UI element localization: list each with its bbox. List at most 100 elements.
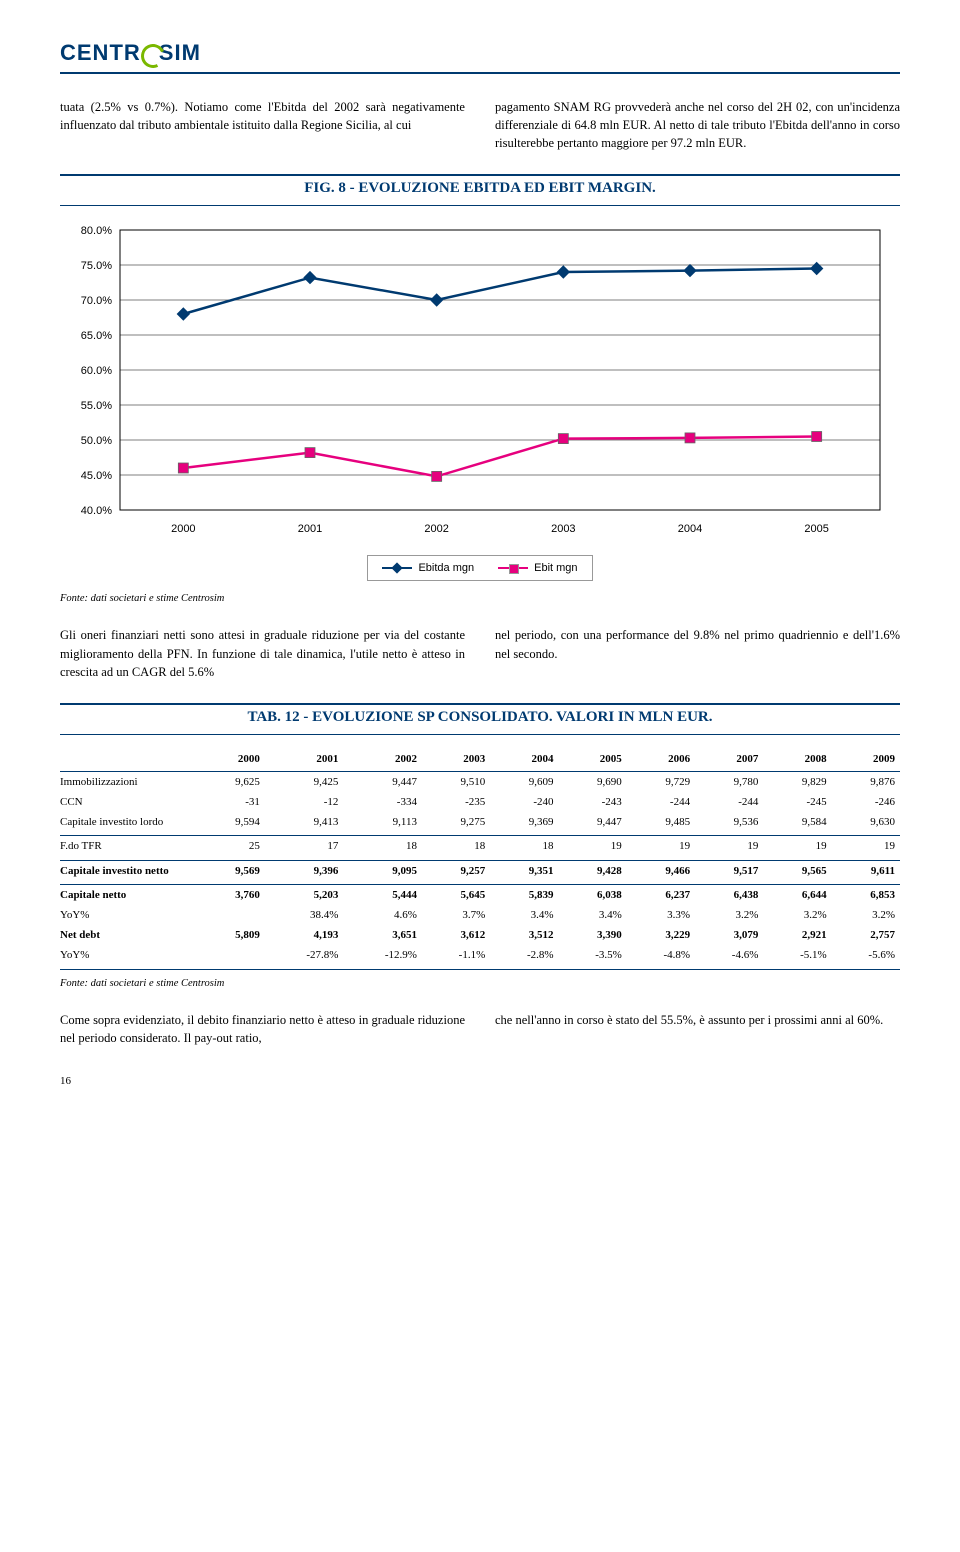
cell: -12.9%: [343, 945, 422, 965]
svg-text:70.0%: 70.0%: [81, 295, 112, 307]
svg-text:55.0%: 55.0%: [81, 400, 112, 412]
svg-text:40.0%: 40.0%: [81, 505, 112, 517]
cell: -4.8%: [627, 945, 695, 965]
svg-text:2005: 2005: [804, 523, 828, 535]
square-icon: [498, 567, 528, 569]
cell: -31: [200, 792, 265, 812]
cell: -243: [559, 792, 627, 812]
logo-dot-icon: [141, 44, 159, 62]
cell: 19: [832, 836, 900, 857]
row-label: YoY%: [60, 905, 200, 925]
fig8-rule-bottom: [60, 205, 900, 206]
cell: 4,193: [265, 925, 344, 945]
cell: 5,203: [265, 885, 344, 906]
cell: 9,569: [200, 860, 265, 881]
para-mid-right: nel periodo, con una performance del 9.8…: [495, 626, 900, 680]
cell: [200, 905, 265, 925]
cell: 9,396: [265, 860, 344, 881]
cell: 9,876: [832, 771, 900, 792]
cell: 9,829: [763, 771, 831, 792]
cell: -5.6%: [832, 945, 900, 965]
cell: 3,612: [422, 925, 490, 945]
svg-text:2001: 2001: [298, 523, 322, 535]
cell: 5,645: [422, 885, 490, 906]
svg-text:60.0%: 60.0%: [81, 365, 112, 377]
cell: 3,390: [559, 925, 627, 945]
cell: -1.1%: [422, 945, 490, 965]
cell: 5,809: [200, 925, 265, 945]
svg-text:2002: 2002: [424, 523, 448, 535]
cell: 9,425: [265, 771, 344, 792]
svg-text:2000: 2000: [171, 523, 195, 535]
row-label: Capitale investito netto: [60, 860, 200, 881]
chart-legend: Ebitda mgn Ebit mgn: [367, 555, 592, 581]
cell: 2006: [627, 749, 695, 772]
cell: -244: [695, 792, 763, 812]
para-bottom-left: Come sopra evidenziato, il debito finanz…: [60, 1011, 465, 1047]
cell: 2008: [763, 749, 831, 772]
logo: CENTRSIM: [60, 40, 900, 66]
page-number: 16: [60, 1075, 900, 1087]
svg-text:2004: 2004: [678, 523, 702, 535]
cell: 19: [695, 836, 763, 857]
fig8-title: FIG. 8 - EVOLUZIONE EBITDA ED EBIT MARGI…: [60, 180, 900, 197]
cell: 18: [490, 836, 558, 857]
cell: 25: [200, 836, 265, 857]
top-rule: [60, 72, 900, 74]
cell: -2.8%: [490, 945, 558, 965]
para-top-left: tuata (2.5% vs 0.7%). Notiamo come l'Ebi…: [60, 98, 465, 152]
cell: -3.5%: [559, 945, 627, 965]
row-label: [60, 749, 200, 772]
cell: 9,536: [695, 812, 763, 832]
fig8-rule-top: [60, 174, 900, 176]
cell: 3,760: [200, 885, 265, 906]
cell: 19: [559, 836, 627, 857]
cell: 3.3%: [627, 905, 695, 925]
cell: 3,651: [343, 925, 422, 945]
cell: 18: [343, 836, 422, 857]
cell: 3,512: [490, 925, 558, 945]
cell: -4.6%: [695, 945, 763, 965]
cell: 9,351: [490, 860, 558, 881]
para-mid: Gli oneri finanziari netti sono attesi i…: [60, 626, 900, 680]
cell: 9,630: [832, 812, 900, 832]
cell: 9,369: [490, 812, 558, 832]
cell: 9,095: [343, 860, 422, 881]
logo-left: CENTR: [60, 40, 141, 65]
cell: -235: [422, 792, 490, 812]
cell: 19: [627, 836, 695, 857]
row-label: F.do TFR: [60, 836, 200, 857]
cell: -12: [265, 792, 344, 812]
cell: 6,644: [763, 885, 831, 906]
svg-text:2003: 2003: [551, 523, 575, 535]
cell: 2002: [343, 749, 422, 772]
cell: 38.4%: [265, 905, 344, 925]
row-label: CCN: [60, 792, 200, 812]
cell: -240: [490, 792, 558, 812]
tab12-rule-top: [60, 703, 900, 705]
cell: -5.1%: [763, 945, 831, 965]
para-top-right: pagamento SNAM RG provvederà anche nel c…: [495, 98, 900, 152]
cell: 9,485: [627, 812, 695, 832]
cell: 9,257: [422, 860, 490, 881]
cell: 3,229: [627, 925, 695, 945]
cell: 9,584: [763, 812, 831, 832]
cell: 2000: [200, 749, 265, 772]
svg-text:45.0%: 45.0%: [81, 470, 112, 482]
tab12-rule-bottom: [60, 734, 900, 735]
cell: 3,079: [695, 925, 763, 945]
cell: 9,565: [763, 860, 831, 881]
cell: [200, 945, 265, 965]
cell: -27.8%: [265, 945, 344, 965]
cell: 9,447: [343, 771, 422, 792]
cell: 9,447: [559, 812, 627, 832]
chart-svg: 40.0%45.0%50.0%55.0%60.0%65.0%70.0%75.0%…: [60, 220, 900, 540]
cell: 6,038: [559, 885, 627, 906]
cell: 2,757: [832, 925, 900, 945]
fonte-1: Fonte: dati societari e stime Centrosim: [60, 593, 900, 604]
diamond-icon: [382, 567, 412, 569]
tab12-table: 2000200120022003200420052006200720082009…: [60, 749, 900, 970]
row-label: Net debt: [60, 925, 200, 945]
cell: 4.6%: [343, 905, 422, 925]
cell: -246: [832, 792, 900, 812]
